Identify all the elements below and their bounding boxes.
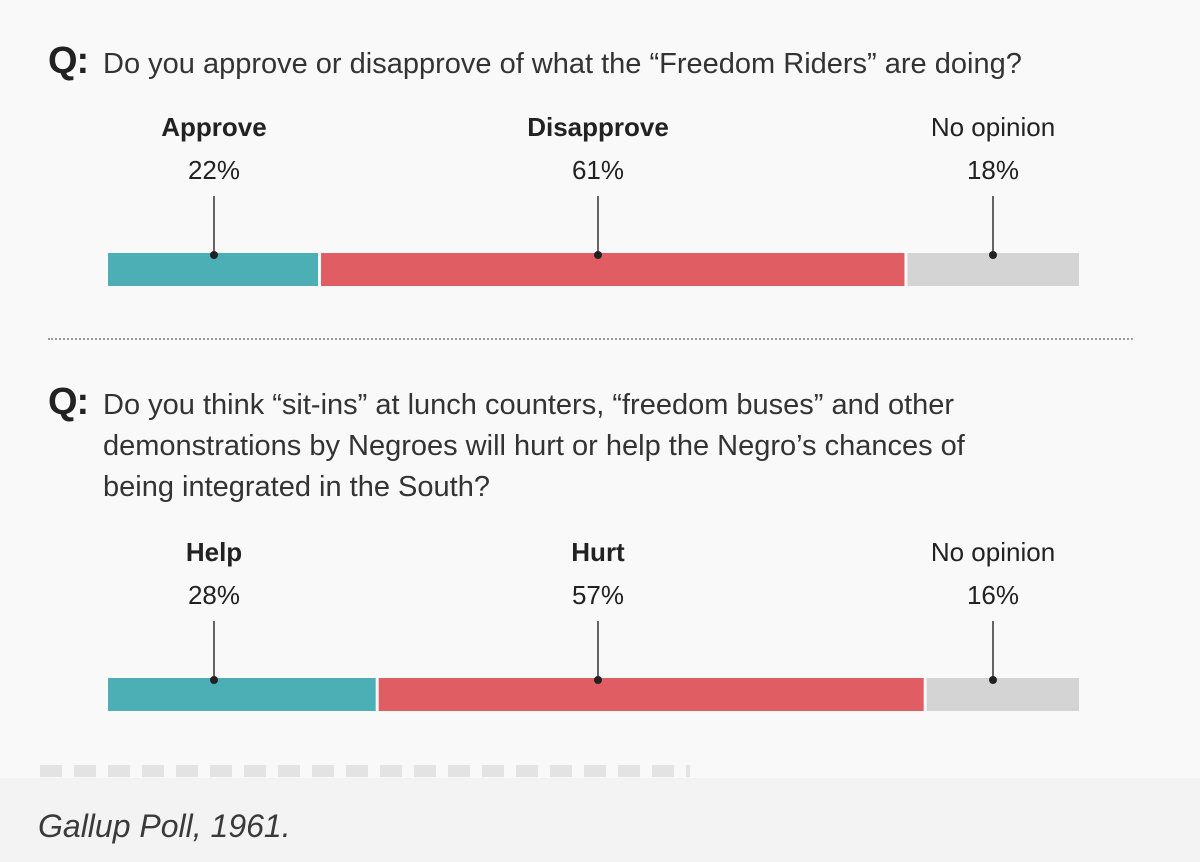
value-label: 18% bbox=[967, 155, 1019, 185]
question-marker: Q: bbox=[48, 381, 89, 423]
leader-dot bbox=[210, 251, 218, 259]
question-line: being integrated in the South? bbox=[103, 471, 490, 503]
value-label: 28% bbox=[188, 580, 240, 610]
value-label: 61% bbox=[572, 155, 624, 185]
divider bbox=[48, 338, 1133, 340]
category-label: Disapprove bbox=[527, 112, 669, 142]
category-label: No opinion bbox=[931, 537, 1055, 567]
category-label: Approve bbox=[161, 112, 266, 142]
question-marker: Q: bbox=[48, 40, 89, 82]
caption: Gallup Poll, 1961. bbox=[38, 808, 291, 844]
value-label: 16% bbox=[967, 580, 1019, 610]
category-label: No opinion bbox=[931, 112, 1055, 142]
cut-off-note bbox=[40, 765, 690, 777]
category-label: Hurt bbox=[571, 537, 625, 567]
leader-dot bbox=[594, 676, 602, 684]
leader-dot bbox=[989, 251, 997, 259]
question-text: Do you think “sit-ins” at lunch counters… bbox=[103, 385, 1153, 508]
chart-sit-ins: Help 28% Hurt 57% No opinion 16% bbox=[108, 537, 1079, 711]
bar-segment-help bbox=[108, 678, 376, 711]
value-label: 57% bbox=[572, 580, 624, 610]
leader-dot bbox=[210, 676, 218, 684]
bar-segment-no-opinion bbox=[926, 678, 1079, 711]
category-label: Help bbox=[186, 537, 242, 567]
value-label: 22% bbox=[188, 155, 240, 185]
chart-freedom-riders: Approve 22% Disapprove 61% No opinion 18% bbox=[108, 112, 1079, 286]
bar-segment-hurt bbox=[378, 678, 924, 711]
poll-graphic: Q: Do you approve or disapprove of what … bbox=[40, 40, 1153, 777]
question-line: demonstrations by Negroes will hurt or h… bbox=[103, 430, 965, 462]
question-text: Do you approve or disapprove of what the… bbox=[103, 48, 1022, 80]
question-line: Do you think “sit-ins” at lunch counters… bbox=[103, 389, 955, 421]
bar-segment-disapprove bbox=[321, 253, 905, 286]
leader-dot bbox=[594, 251, 602, 259]
leader-dot bbox=[989, 676, 997, 684]
